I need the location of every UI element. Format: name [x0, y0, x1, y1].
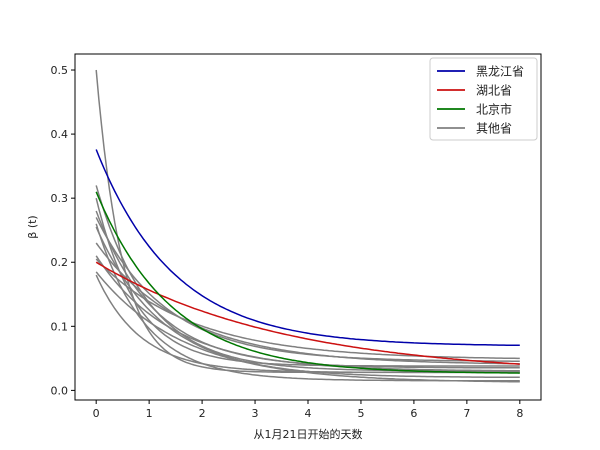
series-line	[95, 255, 520, 372]
plot-lines	[95, 69, 520, 383]
y-axis-label: β (t)	[26, 215, 39, 238]
y-axis-ticks: 0.0 0.1 0.2 0.3 0.4 0.5	[51, 64, 75, 397]
x-tick-label: 4	[305, 407, 312, 420]
legend-label: 北京市	[476, 102, 512, 117]
legend-box	[429, 57, 538, 141]
x-tick-label: 2	[199, 407, 206, 420]
y-tick-label: 0.1	[51, 320, 69, 333]
x-tick-label: 3	[252, 407, 259, 420]
y-tick-label: 0.3	[51, 192, 69, 205]
series-line	[95, 223, 520, 382]
x-tick-label: 6	[410, 407, 417, 420]
series-line	[95, 258, 520, 360]
x-tick-label: 7	[463, 407, 470, 420]
x-axis-ticks: 0 1 2 3 4 5 6 7 8	[93, 400, 523, 420]
y-tick-label: 0.2	[51, 256, 69, 269]
series-line	[95, 191, 520, 374]
legend-label: 黑龙江省	[476, 65, 524, 79]
y-tick-label: 0.4	[51, 128, 69, 141]
series-line	[95, 261, 520, 365]
x-tick-label: 0	[93, 407, 100, 420]
x-axis-label: 从1月21日开始的天数	[254, 427, 363, 441]
x-tick-label: 1	[146, 407, 153, 420]
y-tick-label: 0.5	[51, 64, 69, 77]
series-line	[95, 198, 520, 367]
legend-label: 其他省	[476, 122, 512, 136]
series-line	[95, 185, 520, 372]
series-line	[95, 242, 520, 365]
x-tick-label: 5	[357, 407, 364, 420]
legend-label: 湖北省	[476, 83, 512, 98]
series-line	[95, 149, 520, 347]
y-tick-label: 0.0	[51, 384, 69, 397]
x-tick-label: 8	[516, 407, 523, 420]
